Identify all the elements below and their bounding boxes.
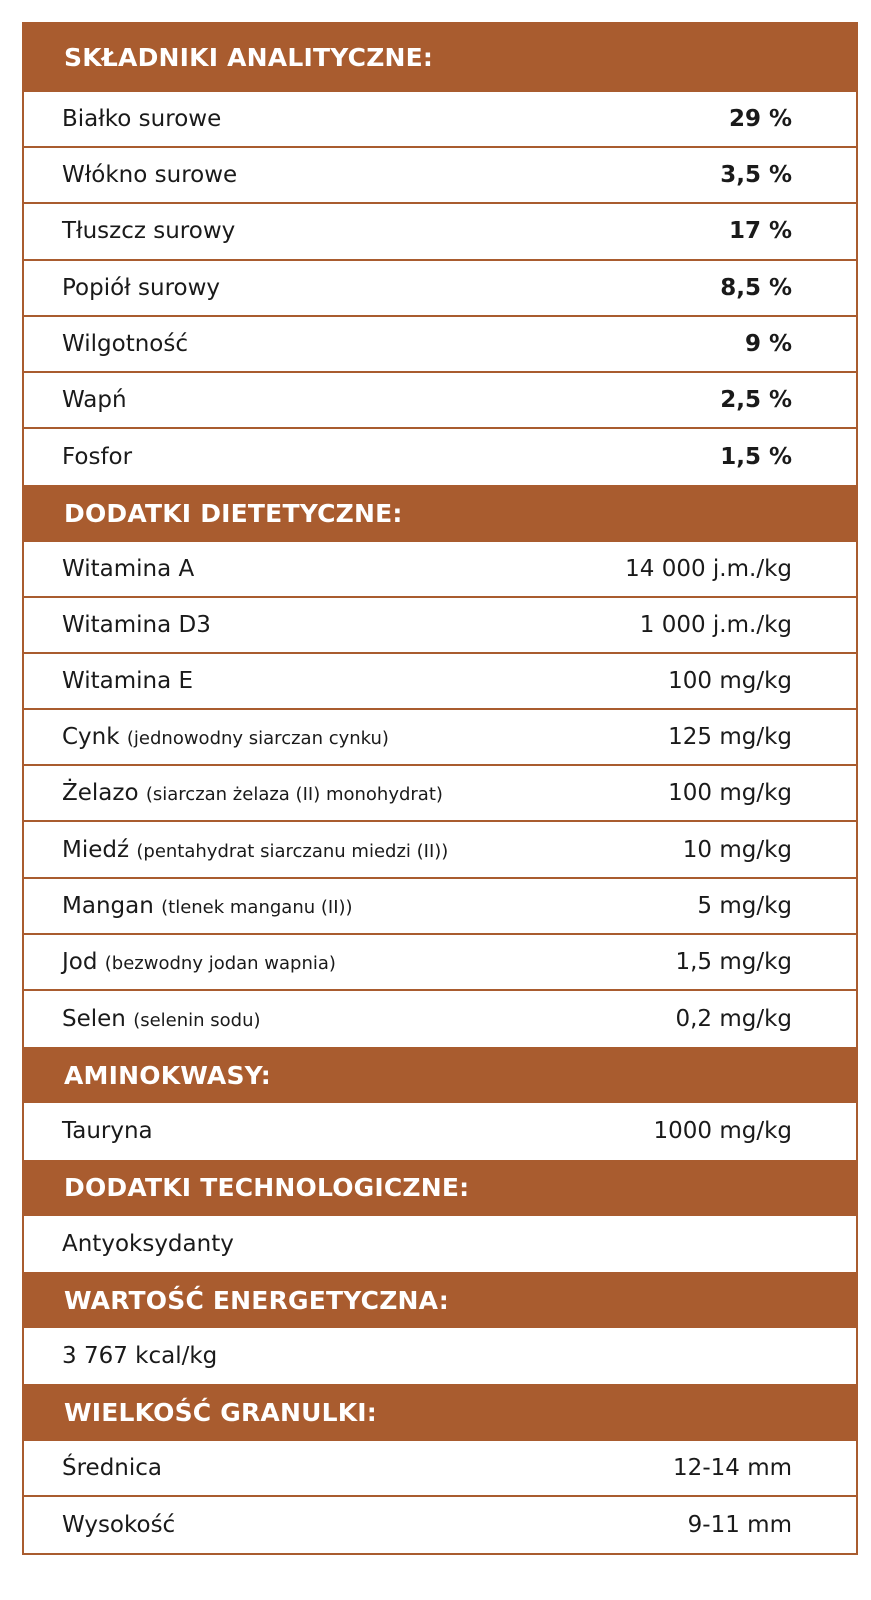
row-label-group: Fosfor xyxy=(62,444,132,470)
row-value: 9 % xyxy=(744,330,792,357)
row-value: 1000 mg/kg xyxy=(653,1118,792,1145)
row-value: 14 000 j.m./kg xyxy=(625,555,792,582)
row-label: Tłuszcz surowy xyxy=(62,218,236,245)
row-value: 2,5 % xyxy=(720,387,792,414)
row-label-group: Miedź (pentahydrat siarczanu miedzi (II)… xyxy=(62,837,448,863)
row-label: Jod xyxy=(62,948,98,975)
row-label: Selen xyxy=(62,1006,126,1033)
row-label: Witamina A xyxy=(62,555,195,582)
table-row: Witamina E 100 mg/kg xyxy=(24,654,856,711)
row-value: 5 mg/kg xyxy=(697,892,792,919)
table-row: Wapń 2,5 % xyxy=(24,373,856,430)
row-label: Wilgotność xyxy=(62,330,188,357)
row-label: Witamina D3 xyxy=(62,611,211,638)
row-value: 100 mg/kg xyxy=(668,667,792,694)
row-value: 17 % xyxy=(728,218,792,245)
row-value: 1,5 mg/kg xyxy=(675,948,792,975)
row-value: 8,5 % xyxy=(720,274,792,301)
table-row: Włókno surowe 3,5 % xyxy=(24,148,856,205)
row-label-group: Wilgotność xyxy=(62,331,188,357)
section-header: DODATKI DIETETYCZNE: xyxy=(24,485,856,542)
section-header: WIELKOŚĆ GRANULKI: xyxy=(24,1384,856,1441)
row-note: (selenin sodu) xyxy=(133,1010,261,1032)
row-label-group: Cynk (jednowodny siarczan cynku) xyxy=(62,724,389,750)
table-row: Fosfor 1,5 % xyxy=(24,429,856,485)
row-label-group: Tauryna xyxy=(62,1118,153,1144)
row-label-group: Wapń xyxy=(62,387,127,413)
row-label-group: Antyoksydanty xyxy=(62,1231,234,1257)
row-label-group: Mangan (tlenek manganu (II)) xyxy=(62,893,353,919)
table-row: Jod (bezwodny jodan wapnia) 1,5 mg/kg xyxy=(24,935,856,991)
table-row: Popiół surowy 8,5 % xyxy=(24,261,856,317)
row-value: 29 % xyxy=(728,106,792,133)
table-row: Witamina A 14 000 j.m./kg xyxy=(24,542,856,598)
row-label-group: Popiół surowy xyxy=(62,275,220,301)
table-row: Tłuszcz surowy 17 % xyxy=(24,204,856,261)
table-row: Średnica 12-14 mm xyxy=(24,1441,856,1497)
table-row: Selen (selenin sodu) 0,2 mg/kg xyxy=(24,991,856,1047)
row-label: Średnica xyxy=(62,1454,163,1481)
row-value: 10 mg/kg xyxy=(682,836,792,863)
row-label-group: Selen (selenin sodu) xyxy=(62,1006,261,1032)
section-header: DODATKI TECHNOLOGICZNE: xyxy=(24,1159,856,1216)
table-row: Wilgotność 9 % xyxy=(24,317,856,373)
row-value: 125 mg/kg xyxy=(668,724,792,751)
row-label-group: 3 767 kcal/kg xyxy=(62,1343,217,1369)
row-label-group: Białko surowe xyxy=(62,106,221,132)
row-label: Popiół surowy xyxy=(62,274,221,301)
row-label: Wapń xyxy=(62,387,127,414)
table-row: Wysokość 9-11 mm xyxy=(24,1497,856,1553)
row-label: Żelazo xyxy=(62,780,139,807)
row-label: Włókno surowe xyxy=(62,162,238,189)
row-label-group: Witamina D3 xyxy=(62,612,211,638)
row-label-group: Jod (bezwodny jodan wapnia) xyxy=(62,949,336,975)
row-label: Fosfor xyxy=(62,444,133,471)
row-label: Tauryna xyxy=(62,1118,153,1145)
nutrition-table: SKŁADNIKI ANALITYCZNE: Białko surowe 29 % W… xyxy=(22,22,858,1555)
section-header: WARTOŚĆ ENERGETYCZNA: xyxy=(24,1271,856,1329)
row-label: 3 767 kcal/kg xyxy=(62,1343,218,1370)
row-value: 1 000 j.m./kg xyxy=(639,611,792,638)
row-value: 100 mg/kg xyxy=(668,780,792,807)
row-label-group: Witamina E xyxy=(62,668,193,694)
row-label-group: Włókno surowe xyxy=(62,162,237,188)
row-label: Wysokość xyxy=(62,1511,176,1538)
section-header: SKŁADNIKI ANALITYCZNE: xyxy=(24,22,856,92)
row-value: 3,5 % xyxy=(720,162,792,189)
row-label-group: Wysokość xyxy=(62,1512,175,1538)
row-label: Miedź xyxy=(62,836,130,863)
row-label-group: Żelazo (siarczan żelaza (II) monohydrat) xyxy=(62,780,443,806)
section-header: AMINOKWASY: xyxy=(24,1047,856,1104)
row-note: (siarczan żelaza (II) monohydrat) xyxy=(145,784,443,806)
table-row: Antyoksydanty xyxy=(24,1216,856,1272)
table-row: Witamina D3 1 000 j.m./kg xyxy=(24,598,856,654)
row-label: Antyoksydanty xyxy=(62,1230,234,1257)
table-row: Żelazo (siarczan żelaza (II) monohydrat)… xyxy=(24,766,856,823)
row-label-group: Średnica xyxy=(62,1455,162,1481)
row-note: (pentahydrat siarczanu miedzi (II)) xyxy=(136,840,449,862)
row-note: (jednowodny siarczan cynku) xyxy=(126,728,389,750)
row-value: 0,2 mg/kg xyxy=(675,1006,792,1033)
row-note: (bezwodny jodan wapnia) xyxy=(104,952,336,974)
row-label-group: Witamina A xyxy=(62,556,194,582)
row-value: 12-14 mm xyxy=(673,1454,792,1481)
table-row: Miedź (pentahydrat siarczanu miedzi (II)… xyxy=(24,822,856,879)
table-row: Cynk (jednowodny siarczan cynku) 125 mg/k… xyxy=(24,710,856,767)
row-label: Mangan xyxy=(62,892,154,919)
row-label: Cynk xyxy=(62,724,120,751)
row-label: Witamina E xyxy=(62,667,194,694)
row-note: (tlenek manganu (II)) xyxy=(161,896,353,918)
table-row: 3 767 kcal/kg xyxy=(24,1328,856,1384)
table-row: Mangan (tlenek manganu (II)) 5 mg/kg xyxy=(24,879,856,935)
table-row: Tauryna 1000 mg/kg xyxy=(24,1103,856,1159)
row-value: 1,5 % xyxy=(720,444,792,471)
row-label-group: Tłuszcz surowy xyxy=(62,218,235,244)
row-value: 9-11 mm xyxy=(687,1511,792,1538)
table-row: Białko surowe 29 % xyxy=(24,92,856,149)
row-label: Białko surowe xyxy=(62,106,222,133)
